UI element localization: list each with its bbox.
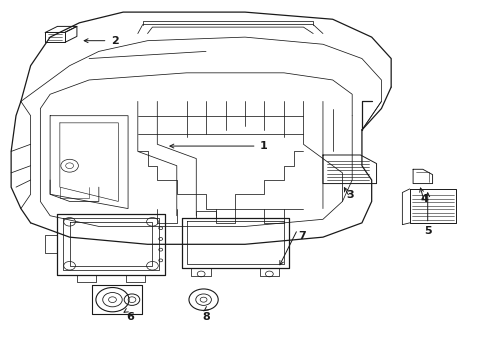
Text: 1: 1: [260, 141, 268, 151]
Text: 6: 6: [126, 312, 134, 322]
Text: 4: 4: [420, 194, 428, 204]
Text: 3: 3: [346, 190, 354, 200]
Text: 8: 8: [202, 312, 210, 322]
Text: 2: 2: [111, 36, 119, 46]
Text: 7: 7: [298, 231, 306, 241]
Text: 5: 5: [424, 226, 432, 237]
